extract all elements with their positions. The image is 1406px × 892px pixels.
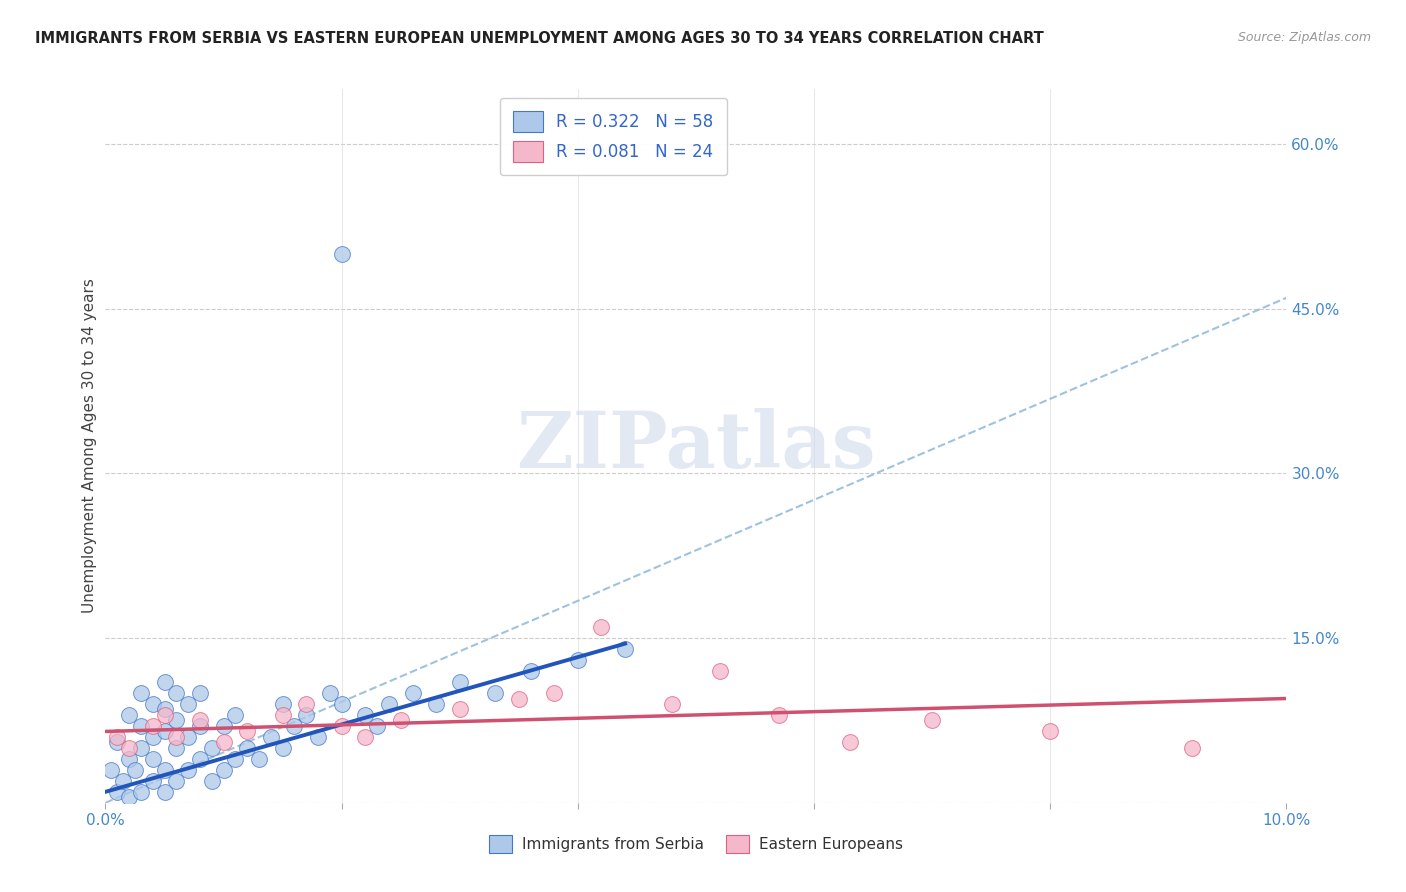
Point: [112, 773, 135, 788]
Point: [1039, 724, 1062, 739]
Point: [165, 686, 187, 700]
Point: [366, 719, 388, 733]
Point: [142, 752, 165, 766]
Point: [484, 686, 506, 700]
Point: [519, 664, 541, 678]
Point: [100, 763, 122, 777]
Point: [105, 730, 128, 744]
Point: [165, 714, 187, 728]
Point: [661, 697, 683, 711]
Point: [567, 653, 589, 667]
Point: [330, 247, 353, 261]
Point: [709, 664, 731, 678]
Point: [212, 763, 235, 777]
Point: [177, 730, 200, 744]
Point: [921, 714, 943, 728]
Point: [224, 708, 246, 723]
Point: [389, 714, 412, 728]
Point: [153, 702, 176, 716]
Point: [188, 714, 211, 728]
Point: [201, 773, 224, 788]
Point: [271, 708, 294, 723]
Point: [330, 697, 353, 711]
Point: [129, 785, 152, 799]
Point: [153, 785, 176, 799]
Point: [165, 730, 187, 744]
Point: [188, 686, 211, 700]
Point: [330, 719, 353, 733]
Text: ZIPatlas: ZIPatlas: [516, 408, 876, 484]
Point: [543, 686, 565, 700]
Point: [212, 719, 235, 733]
Point: [260, 730, 283, 744]
Point: [142, 773, 165, 788]
Point: [449, 675, 471, 690]
Point: [142, 697, 165, 711]
Point: [188, 719, 211, 733]
Point: [508, 691, 530, 706]
Point: [378, 697, 401, 711]
Point: [354, 730, 377, 744]
Point: [319, 686, 342, 700]
Point: [129, 740, 152, 755]
Point: [142, 730, 165, 744]
Point: [1181, 740, 1204, 755]
Point: [838, 735, 860, 749]
Point: [153, 724, 176, 739]
Point: [295, 697, 318, 711]
Point: [591, 620, 613, 634]
Point: [212, 735, 235, 749]
Point: [201, 740, 224, 755]
Point: [425, 697, 447, 711]
Point: [118, 708, 141, 723]
Point: [236, 740, 259, 755]
Point: [247, 752, 270, 766]
Point: [307, 730, 329, 744]
Point: [153, 708, 176, 723]
Point: [105, 785, 128, 799]
Point: [118, 740, 141, 755]
Point: [295, 708, 318, 723]
Y-axis label: Unemployment Among Ages 30 to 34 years: Unemployment Among Ages 30 to 34 years: [82, 278, 97, 614]
Point: [283, 719, 305, 733]
Point: [153, 675, 176, 690]
Point: [118, 790, 141, 805]
Point: [153, 763, 176, 777]
Point: [354, 708, 377, 723]
Point: [449, 702, 471, 716]
Legend: Immigrants from Serbia, Eastern Europeans: Immigrants from Serbia, Eastern European…: [484, 829, 908, 859]
Point: [236, 724, 259, 739]
Point: [165, 773, 187, 788]
Point: [188, 752, 211, 766]
Point: [614, 642, 637, 657]
Point: [124, 763, 146, 777]
Point: [177, 697, 200, 711]
Point: [401, 686, 423, 700]
Point: [129, 686, 152, 700]
Point: [129, 719, 152, 733]
Point: [105, 735, 128, 749]
Text: Source: ZipAtlas.com: Source: ZipAtlas.com: [1237, 31, 1371, 45]
Point: [177, 763, 200, 777]
Point: [271, 697, 294, 711]
Point: [224, 752, 246, 766]
Text: IMMIGRANTS FROM SERBIA VS EASTERN EUROPEAN UNEMPLOYMENT AMONG AGES 30 TO 34 YEAR: IMMIGRANTS FROM SERBIA VS EASTERN EUROPE…: [35, 31, 1043, 46]
Point: [271, 740, 294, 755]
Point: [142, 719, 165, 733]
Point: [165, 740, 187, 755]
Point: [118, 752, 141, 766]
Point: [768, 708, 790, 723]
